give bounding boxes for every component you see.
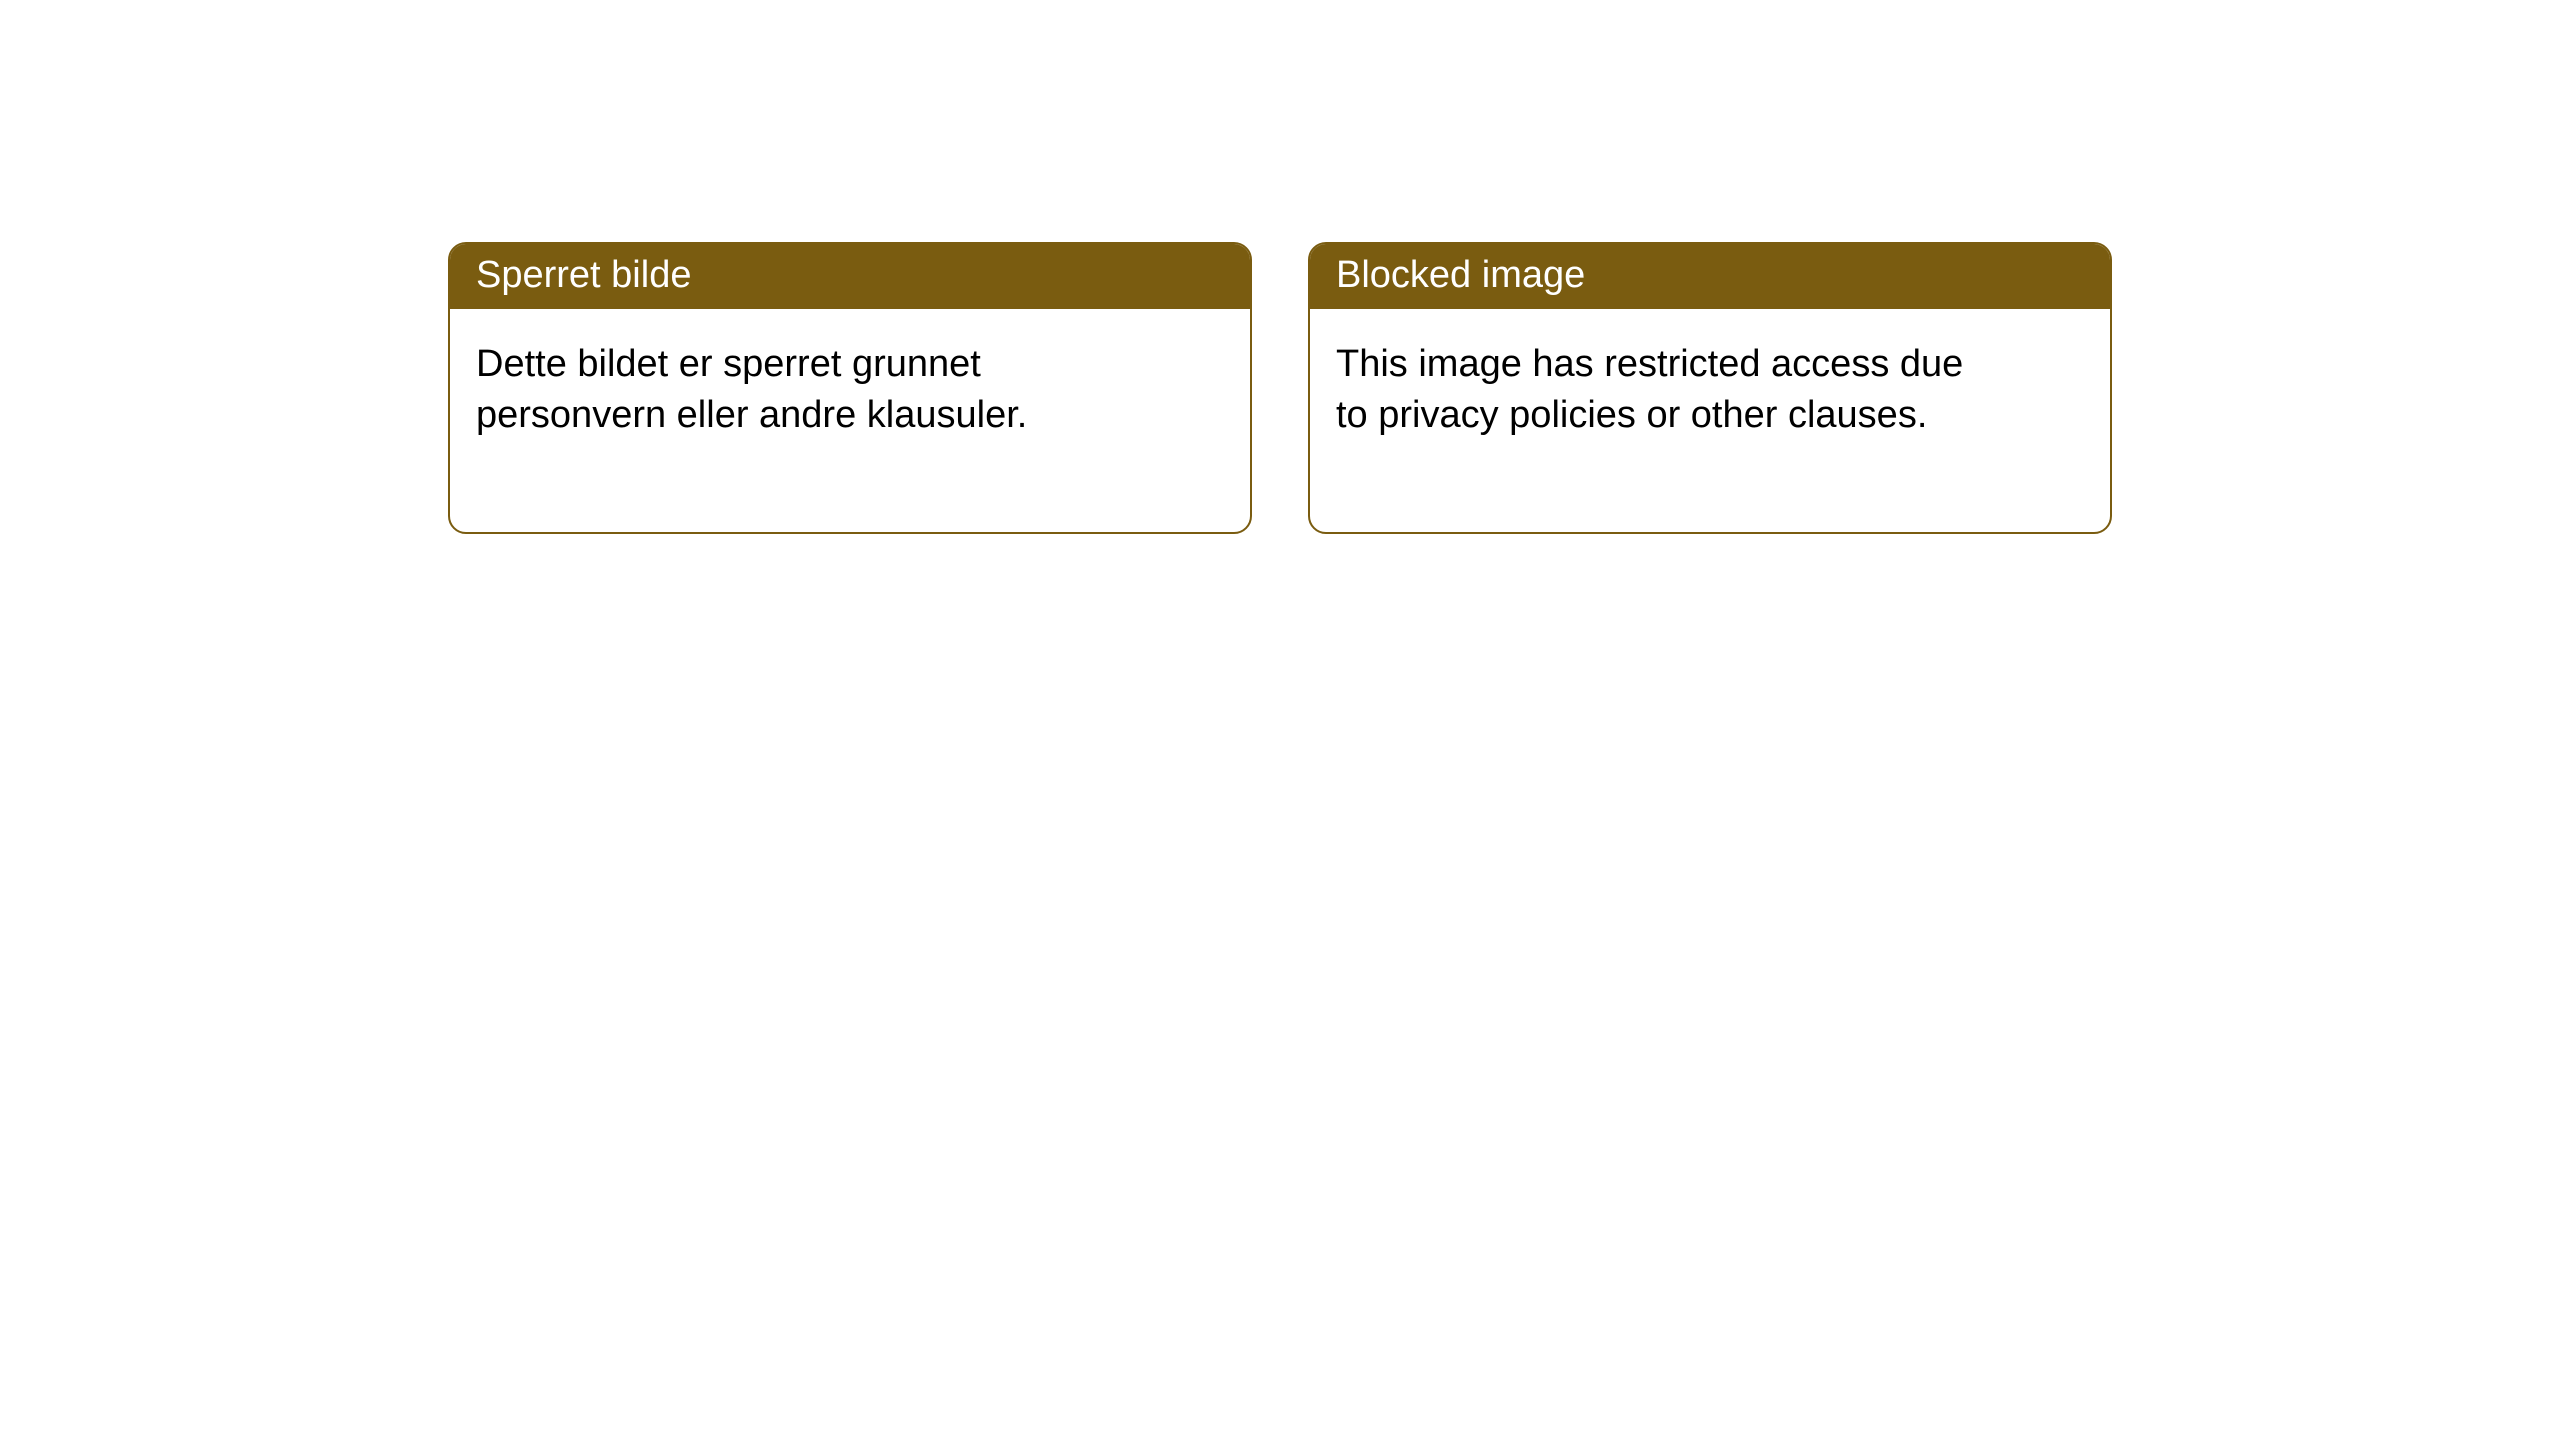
notice-body-norwegian: Dette bildet er sperret grunnet personve… xyxy=(450,309,1150,532)
notice-card-english: Blocked image This image has restricted … xyxy=(1308,242,2112,534)
notice-body-english: This image has restricted access due to … xyxy=(1310,309,2010,532)
notice-container: Sperret bilde Dette bildet er sperret gr… xyxy=(0,0,2560,534)
notice-card-norwegian: Sperret bilde Dette bildet er sperret gr… xyxy=(448,242,1252,534)
notice-title-norwegian: Sperret bilde xyxy=(450,244,1250,309)
notice-title-english: Blocked image xyxy=(1310,244,2110,309)
